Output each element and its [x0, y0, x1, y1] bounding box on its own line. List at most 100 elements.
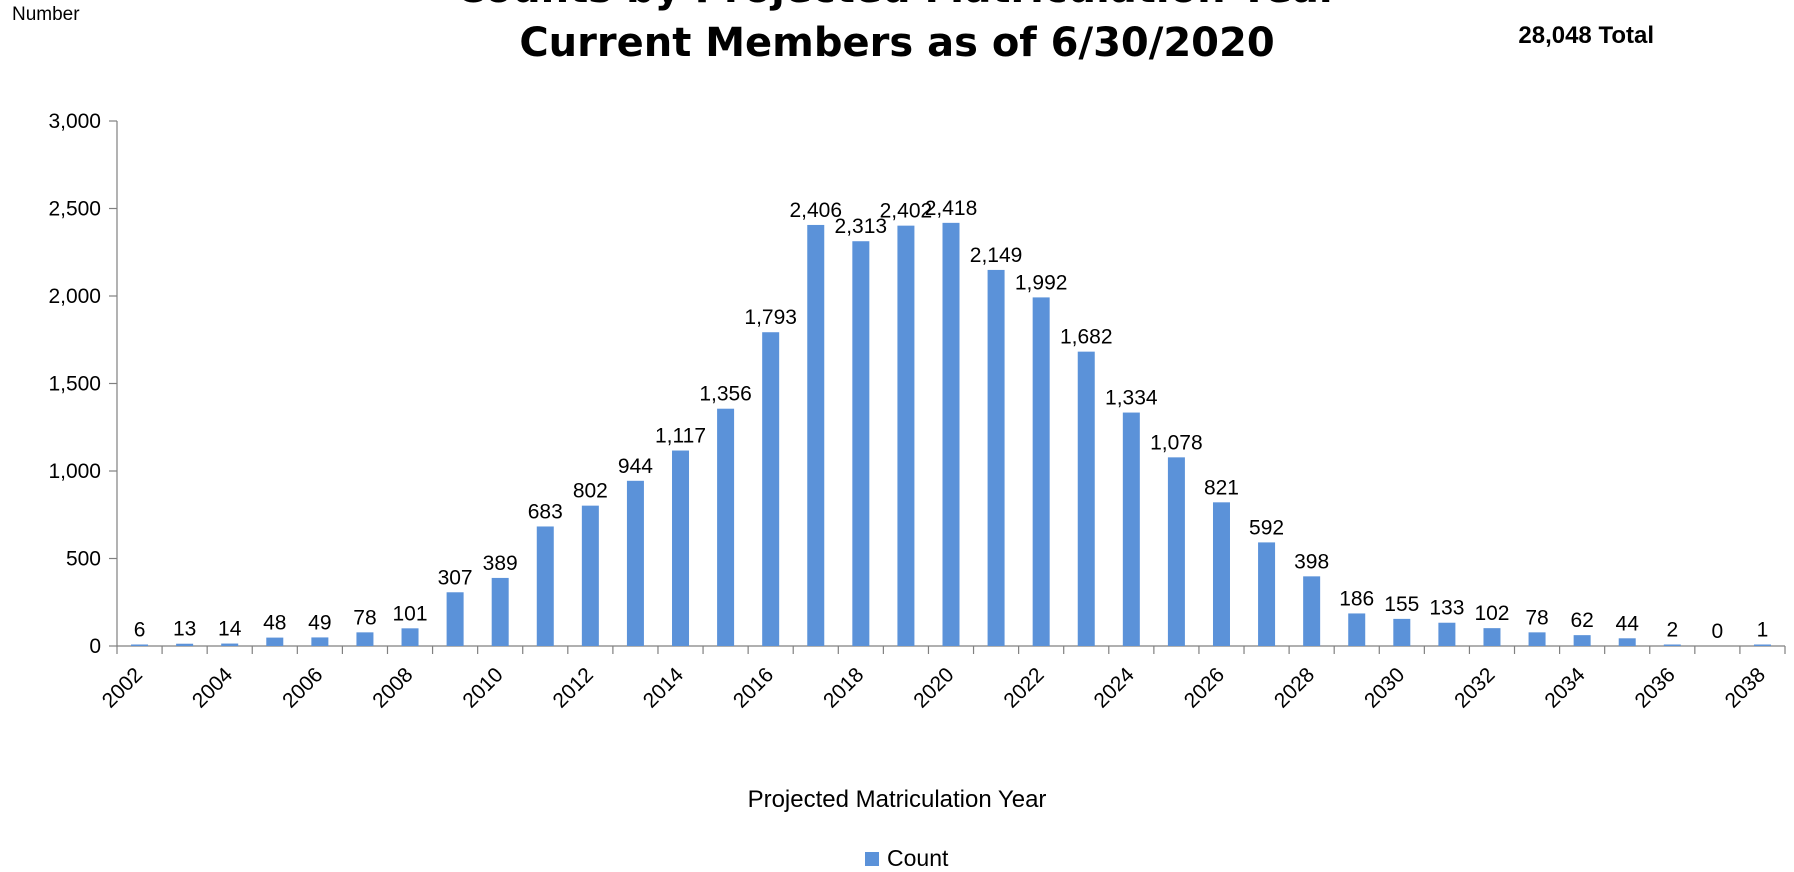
- x-tick-label: 2028: [1270, 663, 1319, 712]
- x-tick-label: 2006: [278, 663, 327, 712]
- bar-data-label: 2,149: [970, 244, 1023, 267]
- bar-data-label: 49: [308, 611, 331, 634]
- bar: [536, 526, 554, 646]
- x-tick-label: 2012: [549, 663, 598, 712]
- bar-data-label: 1,682: [1060, 326, 1113, 349]
- bar: [1663, 644, 1681, 646]
- x-tick-label: 2016: [729, 663, 778, 712]
- bar-data-label: 6: [134, 619, 146, 642]
- x-tick-labels: 2002 2004 2006 2008 2010 2012 2014 2016 2018 2020…: [98, 663, 1770, 713]
- total-count: 28,048 Total: [1518, 22, 1654, 49]
- bar-data-label: 62: [1570, 609, 1593, 632]
- bar: [1077, 351, 1095, 646]
- chart-title-line2: Current Members as of 6/30/2020: [519, 20, 1275, 66]
- x-tick-label: 2004: [188, 663, 238, 713]
- bar: [1258, 542, 1276, 646]
- bar: [131, 644, 149, 646]
- bar: [1483, 628, 1501, 646]
- x-axis-label: Projected Matriculation Year: [747, 786, 1047, 813]
- bar: [1212, 502, 1230, 646]
- bar: [1528, 632, 1546, 646]
- bar: [626, 480, 644, 646]
- bar: [1303, 576, 1321, 646]
- x-tick-label: 2032: [1450, 663, 1499, 712]
- bar: [1438, 622, 1456, 646]
- bar: [446, 592, 464, 646]
- bar-data-label: 155: [1384, 593, 1419, 616]
- legend-label: Count: [887, 845, 949, 871]
- x-tick-label: 2008: [368, 663, 417, 712]
- bar: [266, 637, 284, 646]
- bar-data-label: 78: [353, 606, 376, 629]
- bar-data-label: 821: [1204, 476, 1239, 499]
- bar-data-label: 1,117: [655, 425, 706, 448]
- x-tick-label: 2038: [1721, 663, 1770, 712]
- bar: [717, 408, 735, 646]
- x-tick-label: 2014: [639, 663, 689, 713]
- bar: [1032, 297, 1050, 646]
- bar-data-label: 1,334: [1105, 387, 1158, 410]
- bar: [1573, 635, 1591, 646]
- y-tick-label: 1,000: [48, 460, 101, 483]
- bar-data-label: 307: [438, 566, 473, 589]
- chart-title-line1: Counts by Projected Matriculation Year: [0, 0, 1794, 14]
- bar-data-label: 1,992: [1015, 271, 1068, 294]
- bar: [1618, 638, 1636, 646]
- bar: [807, 224, 825, 646]
- bar-data-label: 592: [1249, 516, 1284, 539]
- bar-data-label: 389: [483, 552, 518, 575]
- y-tick-label: 2,000: [48, 285, 101, 308]
- bar-data-label: 44: [1616, 612, 1640, 635]
- chart-legend: Count: [865, 845, 948, 872]
- bar-data-label: 1,356: [699, 383, 752, 406]
- bar-data-label: 13: [173, 618, 196, 641]
- bar-data-label: 2: [1666, 619, 1678, 642]
- bar: [221, 643, 239, 646]
- y-tick-label: 1,500: [48, 373, 101, 396]
- x-tick-label: 2020: [909, 663, 958, 712]
- x-tick-label: 2026: [1180, 663, 1229, 712]
- bar: [491, 577, 509, 646]
- bar-data-label: 2,406: [789, 199, 842, 222]
- x-tick-label: 2024: [1090, 663, 1140, 713]
- bar: [1167, 457, 1185, 646]
- y-tick-labels: 0 500 1,000 1,500 2,000 2,500 3,000: [48, 110, 101, 658]
- bar-data-label: 186: [1339, 587, 1374, 610]
- bar-data-label: 1,793: [744, 306, 797, 329]
- bar-data-label: 133: [1429, 597, 1464, 620]
- bar-data-label: 683: [528, 500, 563, 523]
- y-tick-label: 500: [66, 548, 101, 571]
- y-tick-label: 3,000: [48, 110, 101, 133]
- x-tick-label: 2030: [1360, 663, 1409, 712]
- bar-data-label: 102: [1474, 602, 1509, 625]
- bar: [897, 225, 915, 646]
- bar: [987, 269, 1005, 646]
- y-axis-label: Number: [12, 4, 80, 25]
- bar-data-label: 398: [1294, 550, 1329, 573]
- bar: [176, 643, 194, 646]
- bar: [356, 632, 374, 646]
- bar: [1753, 644, 1771, 646]
- bar: [672, 450, 690, 646]
- bar: [1348, 613, 1366, 646]
- x-tick-label: 2034: [1540, 663, 1590, 713]
- y-tick-label: 2,500: [48, 198, 101, 221]
- bar: [762, 332, 780, 646]
- bar-data-label: 1,078: [1150, 431, 1203, 454]
- bar-data-label: 1: [1757, 619, 1769, 642]
- x-tick-label: 2018: [819, 663, 868, 712]
- bar-data-label: 2,418: [925, 197, 978, 220]
- bar-data-label: 2,313: [835, 215, 888, 238]
- bar: [401, 628, 419, 646]
- bar-data-label: 944: [618, 455, 653, 478]
- x-tick-label: 2036: [1631, 663, 1680, 712]
- bar: [942, 222, 960, 646]
- x-tick-label: 2022: [999, 663, 1048, 712]
- bar: [1393, 618, 1411, 646]
- x-tick-label: 2002: [98, 663, 147, 712]
- bar: [1122, 412, 1140, 646]
- bar: [311, 637, 329, 646]
- bar-data-label: 14: [218, 618, 242, 641]
- bar-data-label: 78: [1525, 606, 1548, 629]
